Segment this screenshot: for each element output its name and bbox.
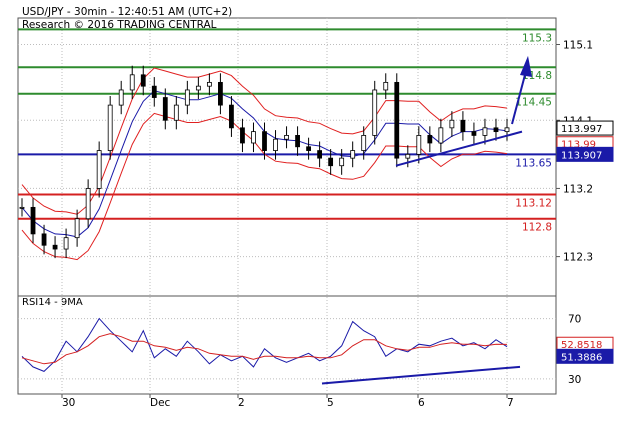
candle-body [151, 85, 157, 98]
candle-body [306, 146, 311, 151]
y-tick-label: 115.1 [563, 40, 593, 52]
candle-body [63, 237, 69, 250]
forecast-arrow-head [520, 55, 532, 78]
candle-body [416, 135, 422, 155]
candle-body [173, 104, 179, 121]
candle-body [339, 157, 345, 167]
level-label: 112.8 [522, 222, 552, 234]
candle-body [295, 135, 300, 148]
candle-body [284, 135, 289, 140]
candle-body [195, 85, 201, 91]
x-tick-label: Dec [150, 397, 171, 409]
price-badge-label: 113.99 [561, 140, 596, 151]
y-tick-label: 112.3 [563, 252, 593, 264]
candle-body [118, 89, 124, 106]
candle-body [471, 131, 477, 136]
candle-body [438, 127, 444, 144]
candle-body [229, 104, 234, 129]
candle-body [41, 233, 47, 246]
candle-body [74, 218, 80, 239]
level-label: 114.45 [515, 97, 552, 109]
x-tick-label: 30 [62, 397, 75, 409]
candle-body [372, 89, 378, 136]
candle-body [218, 81, 223, 106]
candle-body [394, 81, 400, 159]
candle-body [427, 135, 433, 144]
candle-body [273, 138, 278, 151]
rsi-y-tick-label: 70 [568, 314, 581, 326]
candle-body [262, 131, 267, 151]
candle-body [482, 127, 488, 136]
support-trendline [395, 130, 523, 167]
candle-body [240, 127, 245, 144]
x-tick-label: 7 [507, 397, 514, 409]
annotations [321, 55, 532, 385]
candle-body [85, 188, 91, 220]
candle-body [251, 131, 256, 144]
candle-body [328, 157, 334, 167]
rsi-panel-label: RSI14 - 9MA [22, 297, 83, 308]
candle-body [30, 206, 36, 235]
chart-header-copyright: Research © 2016 TRADING CENTRAL [22, 19, 217, 31]
candle-body [206, 81, 212, 87]
level-label: 113.65 [515, 157, 552, 169]
candle-body [493, 127, 499, 133]
level-label: 113.12 [515, 197, 552, 209]
candle-body [350, 150, 356, 159]
candle-body [129, 74, 135, 91]
candle-body [383, 81, 389, 91]
candle-body [361, 135, 367, 151]
candle-body [52, 244, 58, 250]
candle-body [140, 74, 146, 87]
candle-body [405, 153, 411, 159]
x-tick-label: 2 [238, 397, 245, 409]
price-badge [556, 120, 614, 136]
candle-body [504, 127, 510, 133]
price-badge-label: 113.907 [561, 150, 602, 161]
candle-body [107, 104, 113, 151]
candle-body [317, 150, 323, 159]
level-label: 115.3 [522, 32, 552, 44]
candle-body [96, 150, 102, 189]
x-tick-label: 6 [418, 397, 425, 409]
rsi-badge-label: 52.8518 [561, 340, 602, 351]
rsi-panel-frame [17, 295, 557, 395]
candle-body [162, 97, 168, 121]
bollinger-upper [21, 67, 508, 215]
candle-body [184, 89, 190, 106]
rsi-badge [556, 348, 614, 364]
price-badge [556, 146, 614, 162]
y-tick-label: 113.2 [563, 183, 593, 195]
x-tick-label: 5 [327, 397, 334, 409]
candle-body [19, 206, 25, 209]
candle-body [449, 119, 455, 129]
forecast-arrow-line [511, 70, 527, 125]
rsi-trendline [321, 365, 521, 385]
x-axis: 30 Dec 2 5 6 7 [61, 394, 514, 409]
candle-body [460, 119, 466, 133]
price-panel-frame [17, 17, 557, 297]
rsi-badge-label: 51.3886 [561, 352, 602, 363]
candles [19, 65, 510, 259]
rsi-line [21, 317, 508, 372]
chart-header-title: USD/JPY - 30min - 12:40:51 AM (UTC+2) [22, 6, 232, 18]
rsi-y-tick-label: 30 [568, 374, 581, 386]
price-badge-label: 113.997 [561, 124, 602, 135]
rsi-ma-line [21, 333, 508, 365]
